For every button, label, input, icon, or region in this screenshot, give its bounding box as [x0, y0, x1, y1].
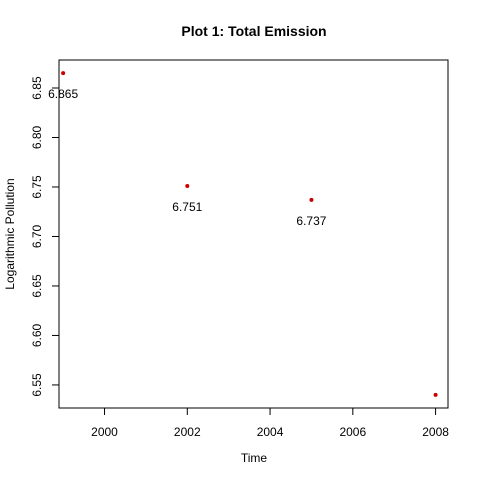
x-axis: 2000 2002 2004 2006 2008 — [91, 408, 449, 439]
data-point — [61, 71, 65, 75]
x-tick-label: 2006 — [339, 425, 366, 439]
y-axis: 6.55 6.60 6.65 6.70 6.75 6.80 6.85 — [30, 76, 59, 397]
data-label: 6.865 — [48, 87, 78, 101]
plot-frame — [59, 60, 448, 408]
data-points — [61, 71, 437, 397]
y-axis-label: Logarithmic Pollution — [3, 178, 17, 289]
y-tick-label: 6.70 — [30, 224, 44, 248]
y-tick-label: 6.65 — [30, 274, 44, 298]
data-point — [185, 184, 189, 188]
x-tick-label: 2008 — [422, 425, 449, 439]
x-axis-label: Time — [241, 451, 268, 465]
data-point — [434, 393, 438, 397]
data-label: 6.751 — [172, 200, 202, 214]
data-point — [309, 198, 313, 202]
y-tick-label: 6.75 — [30, 175, 44, 199]
y-tick-label: 6.55 — [30, 373, 44, 397]
chart-title: Plot 1: Total Emission — [181, 23, 326, 39]
data-labels: 6.865 6.751 6.737 — [48, 87, 327, 228]
x-tick-label: 2000 — [91, 425, 118, 439]
x-tick-label: 2002 — [174, 425, 201, 439]
y-tick-label: 6.85 — [30, 76, 44, 100]
x-tick-label: 2004 — [257, 425, 284, 439]
y-tick-label: 6.80 — [30, 125, 44, 149]
y-tick-label: 6.60 — [30, 323, 44, 347]
data-label: 6.737 — [296, 214, 326, 228]
